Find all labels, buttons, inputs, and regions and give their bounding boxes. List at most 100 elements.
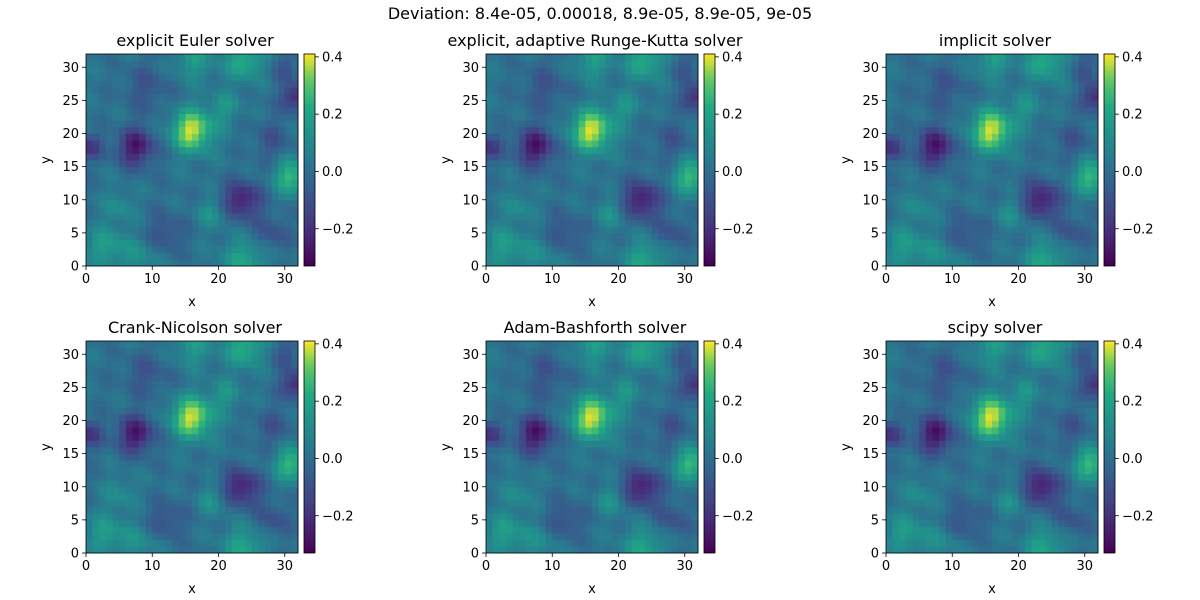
heatmap-cell [132, 246, 140, 254]
heatmap-cell [284, 173, 292, 181]
heatmap-cell [178, 93, 186, 101]
heatmap-cell [105, 473, 113, 481]
heatmap-cell [651, 226, 659, 234]
heatmap-cell [492, 433, 500, 441]
heatmap-cell [119, 100, 127, 108]
heatmap-cell [264, 506, 272, 514]
heatmap-cell [291, 173, 299, 181]
heatmap-cell [278, 440, 286, 448]
heatmap-cell [205, 500, 213, 508]
heatmap-cell [198, 239, 206, 247]
heatmap-cell [1025, 179, 1033, 187]
heatmap-cell [664, 427, 672, 435]
heatmap-cell [631, 146, 639, 154]
heatmap-cell [598, 146, 606, 154]
heatmap-cell [925, 232, 933, 240]
heatmap-cell [92, 400, 100, 408]
heatmap-cell [631, 60, 639, 68]
heatmap-cell [105, 413, 113, 421]
heatmap-cell [231, 460, 239, 468]
heatmap-cell [499, 133, 507, 141]
colorbar-tick-label: −0.2 [722, 222, 754, 237]
heatmap-cell [545, 206, 553, 214]
heatmap-cell [578, 133, 586, 141]
heatmap-cell [899, 80, 907, 88]
heatmap-cell [658, 206, 666, 214]
heatmap-cell [291, 226, 299, 234]
heatmap-cell [86, 360, 94, 368]
heatmap-cell [245, 60, 253, 68]
heatmap-cell [225, 206, 233, 214]
heatmap-cell [92, 460, 100, 468]
heatmap-cell [598, 440, 606, 448]
heatmap-cell [192, 193, 200, 201]
heatmap-cell [92, 420, 100, 428]
heatmap-cell [552, 447, 560, 455]
heatmap-cell [251, 347, 259, 355]
heatmap-cell [152, 506, 160, 514]
heatmap-cell [939, 73, 947, 81]
heatmap-cell [86, 466, 94, 474]
heatmap-cell [192, 447, 200, 455]
heatmap-cell [578, 506, 586, 514]
heatmap-cell [678, 513, 686, 521]
heatmap-cell [972, 120, 980, 128]
heatmap-cell [165, 246, 173, 254]
heatmap-cell [218, 206, 226, 214]
heatmap-cell [238, 54, 246, 62]
heatmap-cell [539, 519, 547, 527]
heatmap-cell [1084, 100, 1092, 108]
heatmap-cell [505, 206, 513, 214]
heatmap-cell [231, 213, 239, 221]
heatmap-cell [1038, 173, 1046, 181]
heatmap-cell [638, 186, 646, 194]
heatmap-cell [598, 420, 606, 428]
heatmap-cell [198, 519, 206, 527]
heatmap-cell [165, 546, 173, 554]
heatmap-cell [585, 67, 593, 75]
heatmap-cell [284, 226, 292, 234]
heatmap-cell [631, 447, 639, 455]
heatmap-cell [231, 239, 239, 247]
chart-title: implicit solver [939, 31, 1052, 50]
heatmap-cell [245, 394, 253, 402]
heatmap-cell [539, 199, 547, 207]
heatmap-cell [664, 539, 672, 547]
heatmap-cell [1071, 179, 1079, 187]
heatmap-cell [578, 486, 586, 494]
heatmap-cell [119, 440, 127, 448]
heatmap-cell [258, 73, 266, 81]
heatmap-cell [539, 213, 547, 221]
heatmap-cell [139, 226, 147, 234]
heatmap-cell [258, 440, 266, 448]
y-tick-label: 20 [62, 127, 79, 142]
heatmap-cell [172, 133, 180, 141]
heatmap-cell [245, 546, 253, 554]
heatmap-cell [1078, 54, 1086, 62]
heatmap-cell [284, 447, 292, 455]
heatmap-cell [684, 407, 692, 415]
heatmap-cell [1038, 126, 1046, 134]
heatmap-cell [539, 100, 547, 108]
heatmap-cell [611, 186, 619, 194]
heatmap-cell [92, 87, 100, 95]
heatmap-cell [211, 513, 219, 521]
heatmap-cell [539, 113, 547, 121]
heatmap-cell [139, 259, 147, 267]
heatmap-cell [691, 93, 699, 101]
heatmap-cell [86, 347, 94, 355]
heatmap-cell [671, 246, 679, 254]
heatmap-cell [1051, 219, 1059, 227]
heatmap-cell [678, 259, 686, 267]
heatmap-cell [172, 206, 180, 214]
heatmap-cell [119, 113, 127, 121]
heatmap-cell [664, 107, 672, 115]
heatmap-cell [165, 213, 173, 221]
heatmap-cell [1051, 213, 1059, 221]
heatmap-cell [972, 173, 980, 181]
heatmap-cell [86, 186, 94, 194]
heatmap-cell [925, 173, 933, 181]
heatmap-cell [664, 146, 672, 154]
heatmap-cell [1031, 100, 1039, 108]
heatmap-cell [225, 179, 233, 187]
